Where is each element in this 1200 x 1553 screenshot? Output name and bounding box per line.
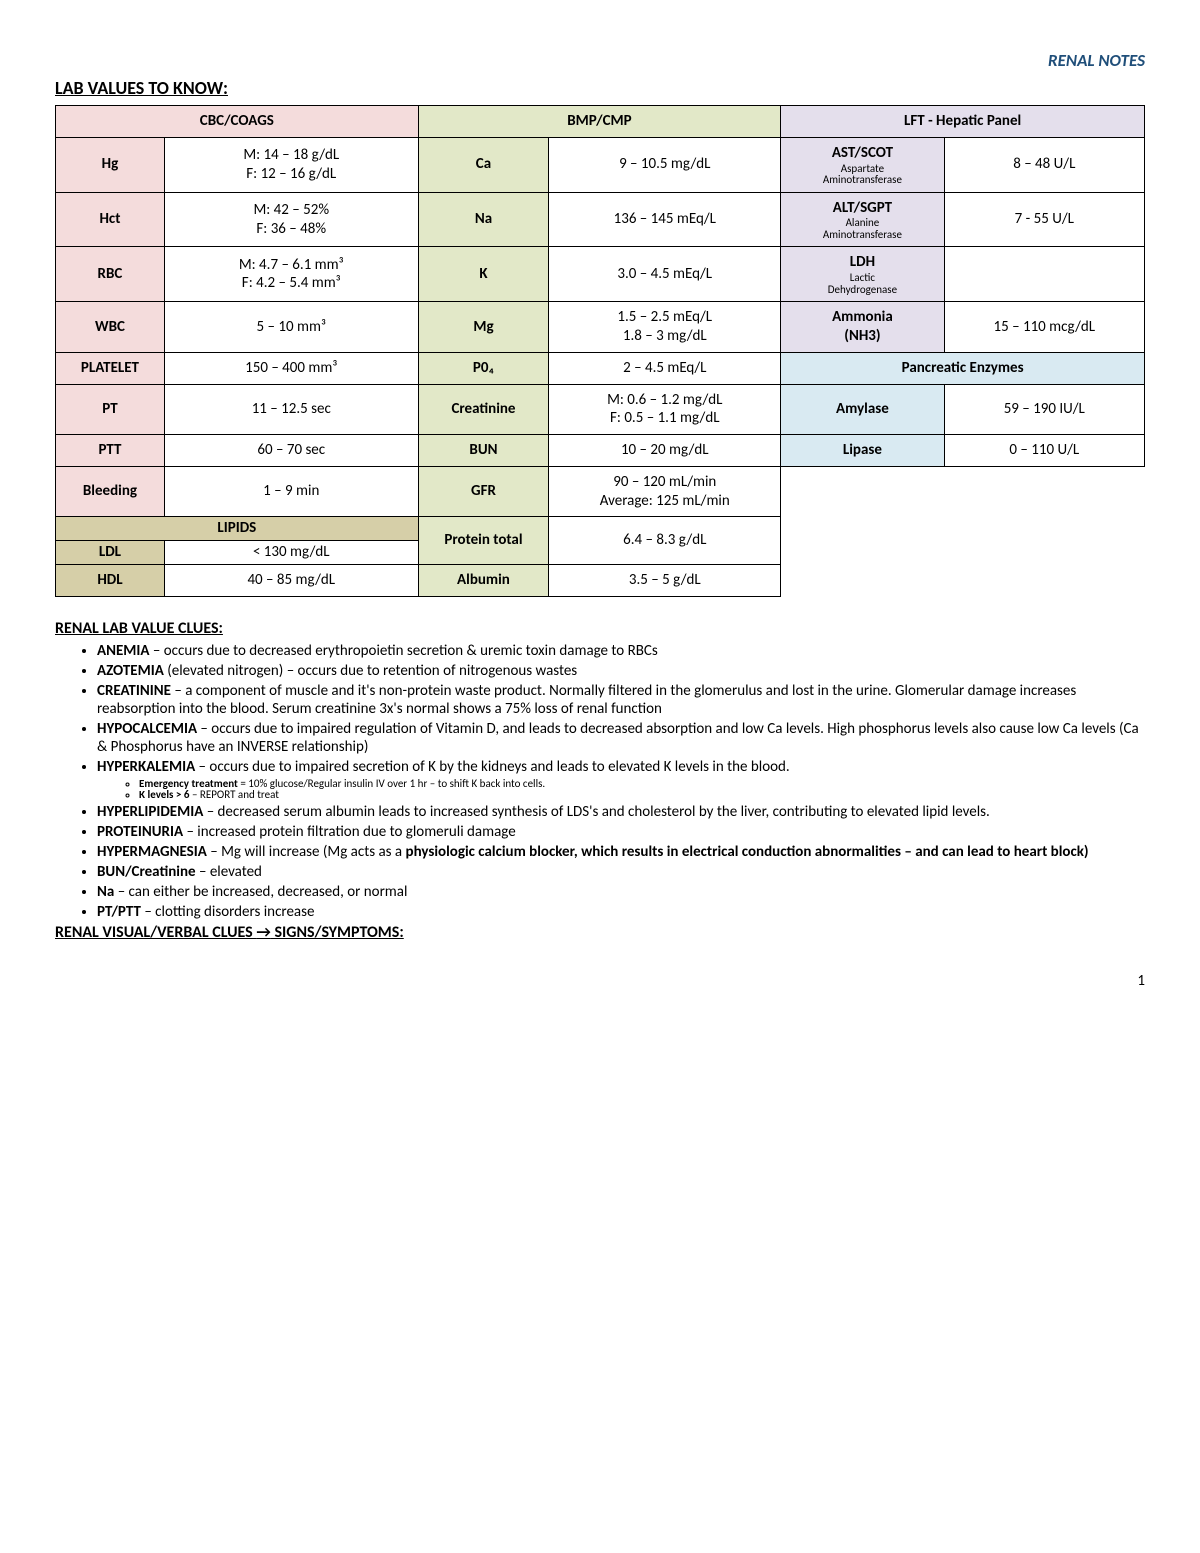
cell-wbc-l: WBC	[56, 302, 165, 353]
hdr-lft: LFT - Hepatic Panel	[781, 106, 1145, 138]
cell-ldh-v	[944, 247, 1144, 302]
lab-values-table: CBC/COAGS BMP/CMP LFT - Hepatic Panel Hg…	[55, 105, 1145, 597]
cell-hg-v: M: 14 – 18 g/dLF: 12 – 16 g/dL	[164, 137, 418, 192]
cell-bun-v: 10 – 20 mg/dL	[549, 435, 781, 467]
clue-item: HYPERMAGNESIA – Mg will increase (Mg act…	[97, 843, 1145, 861]
cell-ast-l: AST/SCOT AspartateAminotransferase	[781, 137, 944, 192]
hdr-panc: Pancreatic Enzymes	[781, 352, 1145, 384]
clue-item: HYPERKALEMIA – occurs due to impaired se…	[97, 758, 1145, 801]
arrow-icon: →	[256, 923, 270, 942]
cell-po4-v: 2 – 4.5 mEq/L	[549, 352, 781, 384]
cell-nh3-v: 15 – 110 mcg/dL	[944, 302, 1144, 353]
header-right: RENAL NOTES	[55, 50, 1145, 71]
clue-subitem: Emergency treatment = 10% glucose/Regula…	[139, 778, 1145, 790]
empty-region	[781, 466, 1145, 596]
cell-lip-v: 0 – 110 U/L	[944, 435, 1144, 467]
cell-ast-v: 8 – 48 U/L	[944, 137, 1144, 192]
cell-hdl-v: 40 – 85 mg/dL	[164, 564, 418, 596]
hdr-lipids: LIPIDS	[56, 517, 419, 541]
cell-cr-l: Creatinine	[418, 384, 549, 435]
page-number: 1	[55, 972, 1145, 990]
cell-plt-v: 150 – 400 mm³	[164, 352, 418, 384]
cell-alt-l: ALT/SGPT AlanineAminotransferase	[781, 192, 944, 247]
cell-lip-l: Lipase	[781, 435, 944, 467]
cell-rbc-l: RBC	[56, 247, 165, 302]
cell-amy-l: Amylase	[781, 384, 944, 435]
cell-nh3-l: Ammonia(NH3)	[781, 302, 944, 353]
clue-item: BUN/Creatinine – elevated	[97, 863, 1145, 881]
cell-bld-v: 1 – 9 min	[164, 466, 418, 517]
cell-pro-v: 6.4 – 8.3 g/dL	[549, 517, 781, 565]
page-title: LAB VALUES TO KNOW:	[55, 77, 1145, 99]
cell-mg-v: 1.5 – 2.5 mEq/L1.8 – 3 mg/dL	[549, 302, 781, 353]
clue-item: ANEMIA – occurs due to decreased erythro…	[97, 642, 1145, 660]
cell-mg-l: Mg	[418, 302, 549, 353]
cell-pt-v: 11 – 12.5 sec	[164, 384, 418, 435]
cell-plt-l: PLATELET	[56, 352, 165, 384]
hdr-bmp: BMP/CMP	[418, 106, 781, 138]
cell-na-l: Na	[418, 192, 549, 247]
hdr-cbc: CBC/COAGS	[56, 106, 419, 138]
cell-na-v: 136 – 145 mEq/L	[549, 192, 781, 247]
clue-item: PT/PTT – clotting disorders increase	[97, 903, 1145, 921]
cell-ldl-l: LDL	[56, 541, 165, 565]
clue-item: CREATININE – a component of muscle and i…	[97, 682, 1145, 718]
clues-list: ANEMIA – occurs due to decreased erythro…	[55, 642, 1145, 921]
ldh-main: LDH	[850, 253, 875, 271]
cell-ldh-l: LDH LacticDehydrogenase	[781, 247, 944, 302]
cell-cr-v: M: 0.6 – 1.2 mg/dLF: 0.5 – 1.1 mg/dL	[549, 384, 781, 435]
cell-ptt-l: PTT	[56, 435, 165, 467]
cell-pt-l: PT	[56, 384, 165, 435]
ast-main: AST/SCOT	[832, 144, 893, 162]
cell-po4-l: P0₄	[418, 352, 549, 384]
cell-k-v: 3.0 – 4.5 mEq/L	[549, 247, 781, 302]
clue-item: Na – can either be increased, decreased,…	[97, 883, 1145, 901]
cell-gfr-v: 90 – 120 mL/minAverage: 125 mL/min	[549, 466, 781, 517]
cell-alb-l: Albumin	[418, 564, 549, 596]
cell-amy-v: 59 – 190 IU/L	[944, 384, 1144, 435]
clue-item: HYPOCALCEMIA – occurs due to impaired re…	[97, 720, 1145, 756]
signs-title: RENAL VISUAL/VERBAL CLUES → SIGNS/SYMPTO…	[55, 923, 1145, 942]
cell-k-l: K	[418, 247, 549, 302]
cell-hct-l: Hct	[56, 192, 165, 247]
signs-b: SIGNS/SYMPTOMS:	[271, 923, 404, 942]
cell-pro-l: Protein total	[418, 517, 549, 565]
clue-item: HYPERLIPIDEMIA – decreased serum albumin…	[97, 803, 1145, 821]
alt-sub: AlanineAminotransferase	[785, 217, 939, 240]
alt-main: ALT/SGPT	[833, 199, 892, 217]
clues-title: RENAL LAB VALUE CLUES:	[55, 619, 1145, 638]
cell-ldl-v: < 130 mg/dL	[164, 541, 418, 565]
cell-ca-l: Ca	[418, 137, 549, 192]
cell-gfr-l: GFR	[418, 466, 549, 517]
signs-a: RENAL VISUAL/VERBAL CLUES	[55, 923, 256, 942]
clue-item: PROTEINURIA – increased protein filtrati…	[97, 823, 1145, 841]
clue-item: AZOTEMIA (elevated nitrogen) – occurs du…	[97, 662, 1145, 680]
cell-alt-v: 7 - 55 U/L	[944, 192, 1144, 247]
cell-bun-l: BUN	[418, 435, 549, 467]
cell-ca-v: 9 – 10.5 mg/dL	[549, 137, 781, 192]
ldh-sub: LacticDehydrogenase	[785, 272, 939, 295]
cell-hdl-l: HDL	[56, 564, 165, 596]
ast-sub: AspartateAminotransferase	[785, 163, 939, 186]
cell-wbc-v: 5 – 10 mm³	[164, 302, 418, 353]
cell-bld-l: Bleeding	[56, 466, 165, 517]
cell-hg-l: Hg	[56, 137, 165, 192]
cell-hct-v: M: 42 – 52%F: 36 – 48%	[164, 192, 418, 247]
cell-alb-v: 3.5 – 5 g/dL	[549, 564, 781, 596]
clue-subitem: K levels > 6 – REPORT and treat	[139, 789, 1145, 801]
cell-ptt-v: 60 – 70 sec	[164, 435, 418, 467]
cell-rbc-v: M: 4.7 – 6.1 mm³F: 4.2 – 5.4 mm³	[164, 247, 418, 302]
